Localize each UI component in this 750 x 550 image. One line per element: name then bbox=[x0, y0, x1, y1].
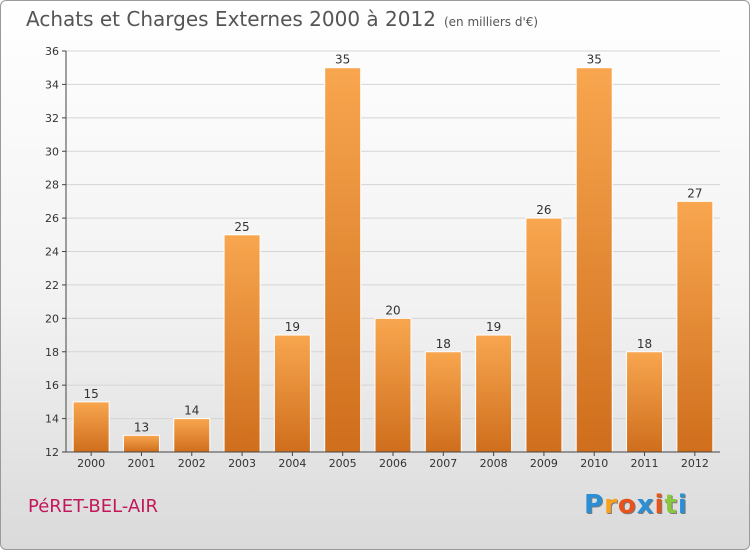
bars bbox=[72, 67, 714, 453]
bar-2000[interactable] bbox=[72, 401, 110, 453]
y-tick-label: 36 bbox=[45, 45, 59, 58]
x-tick-label-2004: 2004 bbox=[278, 457, 306, 470]
logo-letter: r bbox=[604, 490, 618, 520]
data-label-2002: 14 bbox=[184, 404, 199, 418]
data-label-2012: 27 bbox=[687, 186, 702, 200]
bar-2002[interactable] bbox=[173, 418, 211, 453]
x-tick-label-2008: 2008 bbox=[480, 457, 508, 470]
logo-letter: o bbox=[617, 490, 637, 520]
bar-2003[interactable] bbox=[223, 234, 261, 453]
y-tick-label: 12 bbox=[45, 446, 59, 459]
logo-letter: P bbox=[584, 490, 605, 520]
bar-2001[interactable] bbox=[122, 434, 160, 453]
logo-letter: t bbox=[664, 490, 678, 520]
bar-2005[interactable] bbox=[324, 67, 362, 453]
data-label-2007: 18 bbox=[436, 337, 451, 351]
bar-2010[interactable] bbox=[575, 67, 613, 453]
bar-2007[interactable] bbox=[424, 351, 462, 453]
data-label-2005: 35 bbox=[335, 53, 350, 67]
logo-letter: i bbox=[654, 490, 665, 520]
x-tick-label-2010: 2010 bbox=[580, 457, 608, 470]
data-label-2000: 15 bbox=[84, 387, 99, 401]
chart-title-text: Achats et Charges Externes 2000 à 2012 bbox=[26, 7, 436, 31]
data-label-2011: 18 bbox=[637, 337, 652, 351]
logo-letter: x bbox=[636, 490, 655, 520]
x-tick-label-2000: 2000 bbox=[77, 457, 105, 470]
bar-2012[interactable] bbox=[676, 200, 714, 453]
x-tick-label-2007: 2007 bbox=[429, 457, 457, 470]
y-tick-label: 20 bbox=[45, 312, 59, 325]
y-tick-label: 22 bbox=[45, 279, 59, 292]
x-tick-label-2006: 2006 bbox=[379, 457, 407, 470]
bar-2006[interactable] bbox=[374, 317, 412, 453]
y-tick-label: 26 bbox=[45, 212, 59, 225]
logo-letter: i bbox=[677, 490, 688, 520]
x-tick-label-2003: 2003 bbox=[228, 457, 256, 470]
data-label-2008: 19 bbox=[486, 320, 501, 334]
proxiti-logo[interactable]: Proxiti bbox=[584, 490, 688, 520]
y-tick-label: 24 bbox=[45, 246, 59, 259]
bar-2011[interactable] bbox=[626, 351, 664, 453]
labels: 12 14 16 18 20 22 24 26 28 30 32 34 36 15 2000 13 2001 14… bbox=[45, 45, 709, 470]
x-tick-label-2001: 2001 bbox=[127, 457, 155, 470]
y-tick-label: 18 bbox=[45, 346, 59, 359]
bar-2009[interactable] bbox=[525, 217, 563, 453]
y-tick-label: 28 bbox=[45, 179, 59, 192]
x-tick-label-2002: 2002 bbox=[178, 457, 206, 470]
y-tick-label: 30 bbox=[45, 145, 59, 158]
data-label-2001: 13 bbox=[134, 420, 149, 434]
y-tick-label: 16 bbox=[45, 379, 59, 392]
bar-2008[interactable] bbox=[475, 334, 513, 453]
x-tick-label-2005: 2005 bbox=[329, 457, 357, 470]
data-label-2009: 26 bbox=[536, 203, 551, 217]
x-tick-label-2011: 2011 bbox=[631, 457, 659, 470]
y-tick-label: 14 bbox=[45, 413, 59, 426]
data-label-2003: 25 bbox=[234, 220, 249, 234]
data-label-2006: 20 bbox=[385, 303, 400, 317]
bar-2004[interactable] bbox=[273, 334, 311, 453]
chart-subtitle: (en milliers d'€) bbox=[443, 15, 539, 29]
data-label-2004: 19 bbox=[285, 320, 300, 334]
y-tick-label: 32 bbox=[45, 112, 59, 125]
axes bbox=[62, 50, 720, 456]
x-tick-label-2009: 2009 bbox=[530, 457, 558, 470]
y-tick-label: 34 bbox=[45, 78, 59, 91]
chart-title: Achats et Charges Externes 2000 à 2012 (e… bbox=[26, 7, 538, 31]
commune-name: PéRET-BEL-AIR bbox=[28, 496, 159, 517]
x-tick-label-2012: 2012 bbox=[681, 457, 709, 470]
data-label-2010: 35 bbox=[587, 53, 602, 67]
